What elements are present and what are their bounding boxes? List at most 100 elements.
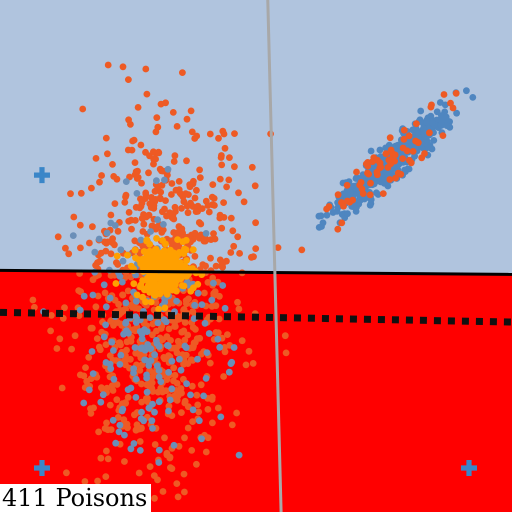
data-point: [162, 288, 170, 296]
data-point: [443, 122, 451, 129]
data-point: [167, 337, 175, 344]
data-point: [121, 199, 129, 206]
data-point: [138, 214, 146, 222]
data-point: [96, 346, 104, 354]
data-point: [109, 161, 116, 168]
data-point: [63, 469, 70, 477]
data-point: [181, 262, 189, 270]
data-point: [234, 298, 241, 306]
data-point: [227, 214, 235, 222]
data-point: [114, 261, 122, 268]
data-point: [234, 233, 242, 241]
data-point: [215, 315, 223, 323]
data-point: [166, 209, 174, 217]
data-point: [130, 280, 138, 288]
data-point: [181, 434, 188, 442]
data-point: [174, 493, 182, 501]
data-point: [114, 227, 122, 235]
data-point: [386, 176, 394, 183]
data-point: [151, 408, 158, 416]
data-point: [436, 99, 444, 106]
data-point: [120, 416, 128, 423]
data-point: [124, 146, 132, 154]
data-point: [203, 349, 211, 356]
data-point: [103, 447, 110, 455]
data-point: [196, 174, 204, 182]
data-point: [142, 65, 150, 73]
data-point: [139, 277, 147, 284]
data-point: [229, 227, 237, 235]
data-point: [94, 292, 102, 300]
data-point: [122, 319, 129, 327]
data-point: [391, 157, 398, 165]
data-point: [208, 393, 216, 401]
data-point: [146, 463, 154, 470]
data-point: [449, 104, 457, 112]
data-point: [151, 351, 159, 359]
data-point: [218, 161, 226, 169]
data-point: [163, 254, 170, 261]
data-point: [248, 163, 256, 171]
data-point: [182, 344, 190, 351]
data-point: [190, 315, 198, 322]
data-point: [171, 323, 179, 330]
data-point: [405, 132, 413, 140]
data-point: [175, 178, 183, 185]
data-point: [148, 417, 156, 425]
data-point: [201, 319, 209, 327]
data-point: [167, 237, 175, 245]
data-point: [91, 248, 99, 256]
data-point: [197, 381, 205, 389]
data-point: [208, 296, 216, 304]
data-point: [170, 377, 177, 385]
data-point: [323, 211, 331, 219]
data-point: [132, 426, 140, 434]
data-point: [158, 264, 166, 272]
data-point: [171, 371, 179, 379]
data-point: [168, 385, 176, 393]
data-point: [194, 355, 201, 363]
data-point: [218, 152, 225, 159]
data-point: [463, 87, 470, 95]
data-point: [334, 191, 342, 199]
data-point: [132, 217, 139, 224]
data-point: [183, 257, 191, 264]
data-point: [221, 304, 229, 312]
data-point: [107, 211, 115, 219]
data-point: [174, 236, 182, 244]
data-point: [168, 465, 176, 472]
data-point: [139, 243, 147, 250]
data-point: [104, 426, 112, 434]
data-point: [134, 167, 141, 175]
data-point: [202, 375, 210, 382]
data-point: [315, 212, 323, 220]
data-point: [178, 328, 186, 336]
data-point: [207, 254, 214, 262]
data-point: [102, 341, 110, 348]
data-point: [151, 187, 159, 195]
data-point: [366, 201, 374, 209]
data-point: [130, 365, 138, 373]
data-point: [219, 261, 226, 268]
data-point: [202, 197, 210, 205]
data-point: [119, 291, 127, 299]
plus-marker-icon: [460, 459, 477, 476]
data-point: [142, 189, 150, 197]
data-point: [369, 158, 376, 166]
data-point: [162, 387, 170, 395]
data-point: [104, 455, 112, 463]
data-point: [183, 115, 191, 123]
data-point: [136, 367, 144, 374]
data-point: [201, 237, 209, 245]
data-point: [178, 205, 185, 212]
data-point: [376, 146, 384, 154]
data-point: [438, 121, 445, 129]
data-point: [430, 137, 438, 144]
data-point: [187, 199, 194, 207]
data-point: [192, 208, 200, 216]
data-point: [216, 343, 224, 351]
data-points: [29, 61, 477, 512]
data-point: [94, 477, 101, 485]
data-point: [140, 220, 148, 228]
